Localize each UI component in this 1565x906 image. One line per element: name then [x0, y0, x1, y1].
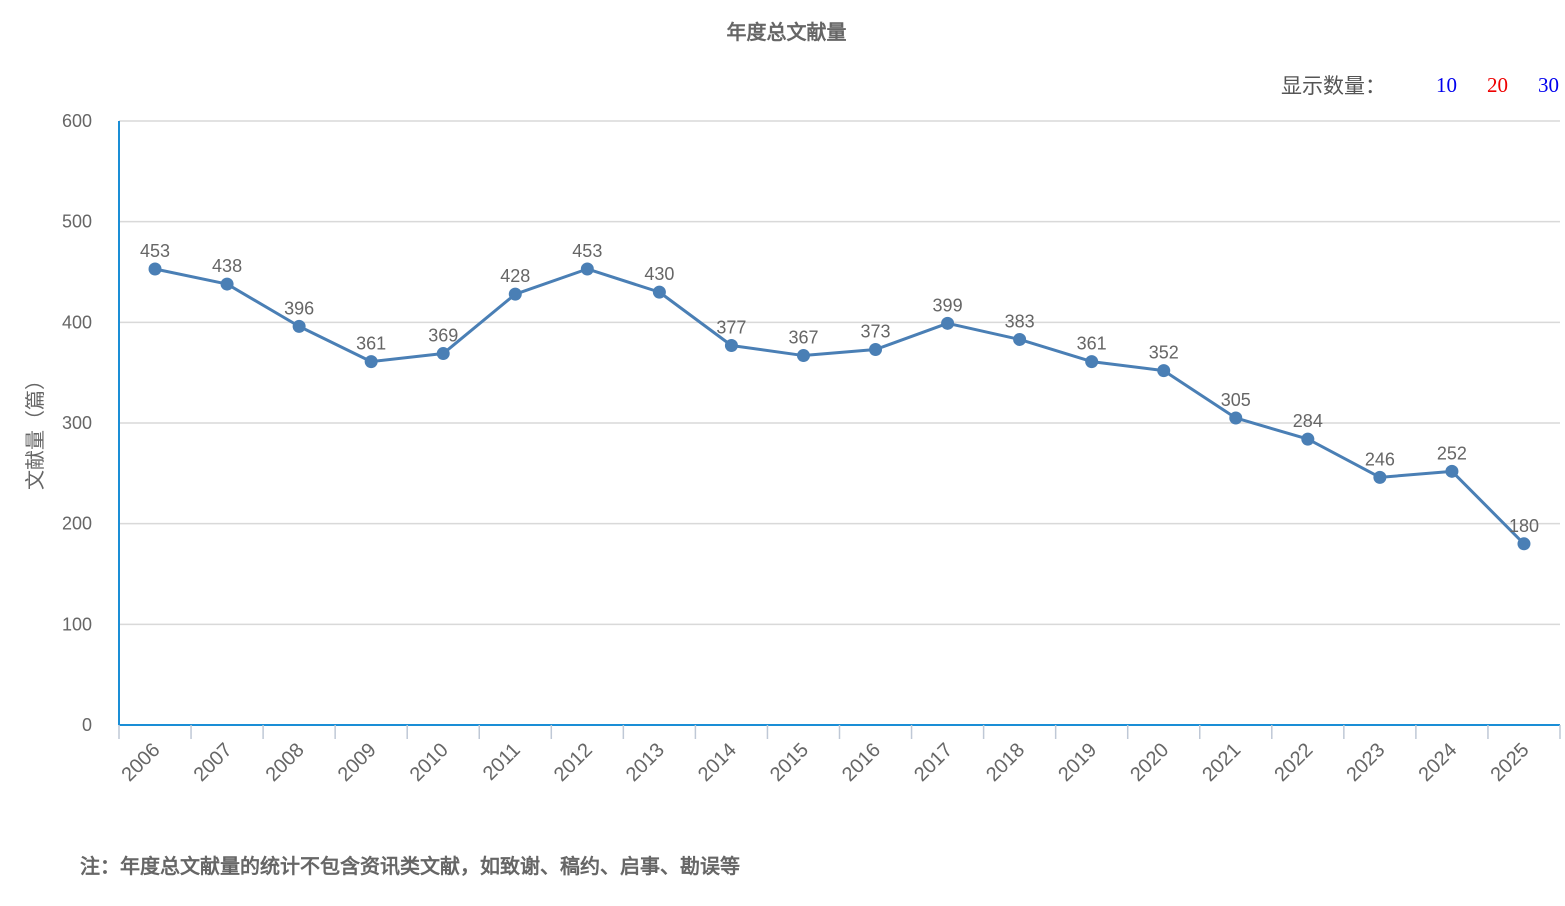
data-point — [1445, 464, 1459, 478]
data-label: 361 — [356, 334, 386, 354]
data-point — [292, 319, 306, 333]
x-tick-label: 2011 — [479, 739, 525, 785]
x-tick-label: 2023 — [1342, 739, 1389, 786]
y-tick-label: 400 — [62, 312, 92, 332]
data-point — [941, 316, 955, 330]
y-tick-label: 0 — [82, 715, 92, 735]
data-label: 396 — [284, 298, 314, 318]
display-count-selector: 显示数量： 10 20 30 — [1281, 70, 1559, 100]
x-tick-label: 2015 — [766, 739, 813, 786]
data-point — [148, 262, 162, 276]
data-point — [1229, 411, 1243, 425]
data-point — [220, 277, 234, 291]
display-count-option-10[interactable]: 10 — [1436, 72, 1457, 97]
x-tick-label: 2021 — [1198, 739, 1245, 786]
x-tick-label: 2016 — [838, 739, 885, 786]
data-label: 305 — [1221, 390, 1251, 410]
y-tick-label: 600 — [62, 111, 92, 131]
data-point — [1157, 364, 1171, 378]
data-label: 246 — [1365, 449, 1395, 469]
data-point — [652, 285, 666, 299]
y-tick-label: 300 — [62, 413, 92, 433]
data-label: 252 — [1437, 443, 1467, 463]
y-tick-label: 100 — [62, 614, 92, 634]
x-tick-label: 2020 — [1126, 739, 1173, 786]
footnote: 注：年度总文献量的统计不包含资讯类文献，如致谢、稿约、启事、勘误等 — [80, 854, 740, 878]
series-line — [154, 267, 1526, 545]
data-label: 430 — [644, 264, 674, 284]
x-tick-label: 2017 — [910, 739, 957, 786]
display-count-option-30[interactable]: 30 — [1538, 72, 1559, 97]
data-label: 453 — [140, 241, 170, 261]
chart-title: 年度总文献量 — [726, 20, 847, 44]
display-count-label: 显示数量： — [1281, 74, 1386, 98]
data-label: 438 — [212, 256, 242, 276]
x-tick-label: 2009 — [334, 739, 381, 786]
data-point — [1517, 537, 1531, 551]
x-tick-label: 2013 — [622, 739, 669, 786]
data-label: 383 — [1005, 311, 1035, 331]
data-point — [1373, 470, 1387, 484]
data-label: 453 — [572, 241, 602, 261]
data-point — [1013, 332, 1027, 346]
x-tick-label: 2025 — [1486, 739, 1533, 786]
data-label: 369 — [428, 326, 458, 346]
y-axis-title: 文献量（篇） — [23, 370, 47, 490]
data-point — [796, 349, 810, 363]
data-point — [508, 287, 522, 301]
data-label: 428 — [500, 266, 530, 286]
x-tick-label: 2008 — [262, 739, 309, 786]
x-tick-label: 2010 — [406, 739, 453, 786]
x-tick-label: 2007 — [190, 739, 237, 786]
data-point — [436, 347, 450, 361]
data-label: 284 — [1293, 411, 1323, 431]
x-tick-label: 2018 — [982, 739, 1029, 786]
x-tick-label: 2006 — [118, 739, 165, 786]
x-tick-label: 2012 — [550, 739, 597, 786]
data-label: 373 — [861, 322, 891, 342]
data-point — [724, 338, 738, 352]
data-point — [1085, 355, 1099, 369]
data-point — [364, 355, 378, 369]
x-tick-label: 2022 — [1270, 739, 1317, 786]
y-tick-label: 500 — [62, 212, 92, 232]
data-point — [1301, 432, 1315, 446]
data-point — [869, 343, 883, 357]
x-tick-label: 2014 — [694, 739, 741, 786]
display-count-option-20[interactable]: 20 — [1487, 72, 1508, 97]
data-label: 361 — [1077, 334, 1107, 354]
data-label: 367 — [788, 328, 818, 348]
data-label: 377 — [716, 317, 746, 337]
data-label: 352 — [1149, 343, 1179, 363]
data-label: 399 — [933, 295, 963, 315]
x-tick-label: 2024 — [1414, 739, 1461, 786]
y-tick-label: 200 — [62, 514, 92, 534]
x-tick-label: 2019 — [1054, 739, 1101, 786]
data-label: 180 — [1509, 516, 1539, 536]
data-point — [580, 262, 594, 276]
